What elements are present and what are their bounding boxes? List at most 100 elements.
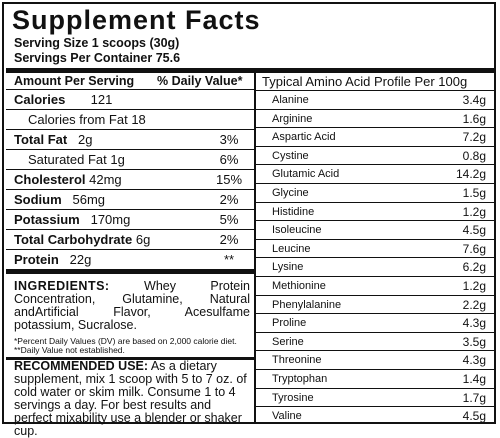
amino-name: Methionine	[272, 280, 326, 292]
nutrient-pct: **	[223, 252, 235, 267]
amino-value: 1.5g	[462, 186, 486, 200]
amino-name: Serine	[272, 335, 304, 348]
nutrient-name: Calories	[14, 92, 66, 107]
amino-value: 2.2g	[462, 297, 486, 312]
ingredients-text: Whey Protein Concentration, Glutamine, N…	[14, 279, 250, 332]
recommended-label: RECOMMENDED USE:	[14, 359, 149, 373]
amino-value: 14.2g	[455, 167, 486, 182]
nutrient-amount: 6g	[135, 232, 151, 247]
amino-value: 1.2g	[462, 204, 486, 219]
amino-row: Isoleucine 4.5g	[256, 220, 494, 240]
amino-name: Histidine	[272, 205, 315, 218]
nutrient-name: Sodium	[14, 192, 62, 207]
nutrient-row-calories: Calories 121	[6, 89, 254, 110]
nutrient-amount: 56mg	[72, 192, 106, 207]
amino-value: 4.5g	[462, 409, 486, 424]
nutrient-row-protein: Protein 22g **	[6, 249, 254, 270]
nutrient-amount: 22g	[69, 252, 92, 267]
amino-row: Lysine 6.2g	[256, 257, 494, 277]
amino-row: Phenylalanine 2.2g	[256, 294, 494, 315]
nutrient-pct: 15%	[215, 172, 243, 187]
amino-row: Tryptophan 1.4g	[256, 369, 494, 389]
amino-name: Proline	[272, 317, 307, 330]
nutrient-pct: 5%	[219, 212, 239, 227]
amino-row: Threonine 4.3g	[256, 350, 494, 370]
amino-row: Leucine 7.6g	[256, 238, 494, 259]
serving-size: Serving Size 1 scoops (30g)	[14, 36, 180, 50]
amino-value: 1.2g	[462, 279, 486, 293]
amino-value: 3.5g	[462, 334, 486, 349]
amino-name: Aspartic Acid	[272, 131, 336, 144]
ingredients-label: INGREDIENTS:	[14, 279, 110, 293]
nutrient-amount: 2g	[78, 132, 93, 147]
recommended-use-block: RECOMMENDED USE: As a dietary supplement…	[14, 360, 250, 438]
nutrient-row-calories-from-fat: Calories from Fat 18	[6, 109, 254, 130]
nutrient-amount: 18	[131, 112, 146, 127]
amino-row: Serine 3.5g	[256, 331, 494, 352]
nutrient-pct: 2%	[219, 232, 239, 247]
panel-title: Supplement Facts	[12, 5, 261, 35]
nutrient-amount: 42mg	[89, 172, 122, 187]
nutrient-name: Cholesterol	[14, 172, 86, 187]
nutrient-row-cholesterol: Cholesterol 42mg 15%	[6, 169, 254, 190]
amino-row: Glycine 1.5g	[256, 183, 494, 203]
amino-name: Arginine	[272, 112, 313, 125]
amino-acid-column: Typical Amino Acid Profile Per 100g Alan…	[256, 73, 496, 424]
footnote-daily-value: *Percent Daily Values (DV) are based on …	[14, 336, 237, 346]
nutrient-pct: 2%	[219, 192, 239, 207]
nutrient-name: Total Fat	[14, 132, 68, 147]
recommended-text: As a dietary supplement, mix 1 scoop wit…	[14, 359, 247, 438]
nutrient-pct: 6%	[219, 152, 239, 167]
amino-name: Valine	[272, 410, 302, 423]
nutrient-amount: 121	[90, 92, 113, 107]
amino-value: 4.5g	[462, 223, 486, 238]
amino-row: Tyrosine 1.7g	[256, 387, 494, 408]
amino-name: Glycine	[272, 187, 309, 199]
amino-row: Proline 4.3g	[256, 313, 494, 333]
amino-value: 1.7g	[462, 390, 486, 405]
amino-name: Threonine	[272, 354, 322, 367]
footnote-not-established: **Daily Value not established.	[14, 345, 125, 355]
amino-value: 3.4g	[462, 93, 486, 107]
nutrient-row-sodium: Sodium 56mg 2%	[6, 189, 254, 210]
nutrient-name: Protein	[14, 252, 59, 267]
thick-divider	[6, 68, 496, 73]
amino-value: 6.2g	[462, 260, 486, 275]
amino-row: Histidine 1.2g	[256, 201, 494, 222]
amount-per-serving-label: Amount Per Serving	[14, 74, 135, 88]
amino-value: 7.6g	[462, 241, 486, 256]
nutrient-name: Total Carbohydrate	[14, 232, 133, 247]
amino-row: Methionine 1.2g	[256, 276, 494, 296]
amino-row: Alanine 3.4g	[256, 90, 494, 110]
nutrient-name: Calories from Fat	[28, 112, 128, 127]
recommended-divider	[6, 357, 254, 360]
nutrient-name: Potassium	[14, 212, 80, 227]
amino-name: Tryptophan	[272, 373, 328, 385]
daily-value-label: % Daily Value*	[157, 74, 243, 88]
amino-name: Cystine	[272, 149, 309, 162]
amino-name: Leucine	[272, 242, 311, 255]
servings-per-container: Servings Per Container 75.6	[14, 51, 181, 65]
amino-name: Glutamic Acid	[272, 168, 340, 181]
ingredients-block: INGREDIENTS: Whey Protein Concentration,…	[14, 280, 250, 332]
amino-name: Phenylalanine	[272, 298, 342, 311]
amino-value: 0.8g	[462, 148, 486, 163]
amino-row: Valine 4.5g	[256, 406, 494, 426]
amino-header: Typical Amino Acid Profile Per 100g	[262, 74, 468, 89]
amino-value: 4.3g	[462, 316, 486, 331]
nutrient-pct: 3%	[219, 132, 239, 147]
nutrition-header: Amount Per Serving % Daily Value*	[14, 74, 242, 88]
amino-row: Cystine 0.8g	[256, 145, 494, 166]
nutrition-bottom-divider	[6, 269, 254, 274]
amino-row: Glutamic Acid 14.2g	[256, 164, 494, 184]
nutrient-row-total-fat: Total Fat 2g 3%	[6, 129, 254, 150]
amino-value: 7.2g	[462, 130, 486, 145]
nutrient-name: Saturated Fat	[28, 152, 107, 167]
amino-name: Alanine	[272, 94, 309, 106]
nutrient-row-potassium: Potassium 170mg 5%	[6, 209, 254, 230]
amino-name: Lysine	[272, 261, 304, 274]
amino-value: 1.6g	[462, 111, 486, 126]
nutrient-row-saturated-fat: Saturated Fat 1g 6%	[6, 149, 254, 170]
nutrient-row-total-carbohydrate: Total Carbohydrate 6g 2%	[6, 229, 254, 250]
